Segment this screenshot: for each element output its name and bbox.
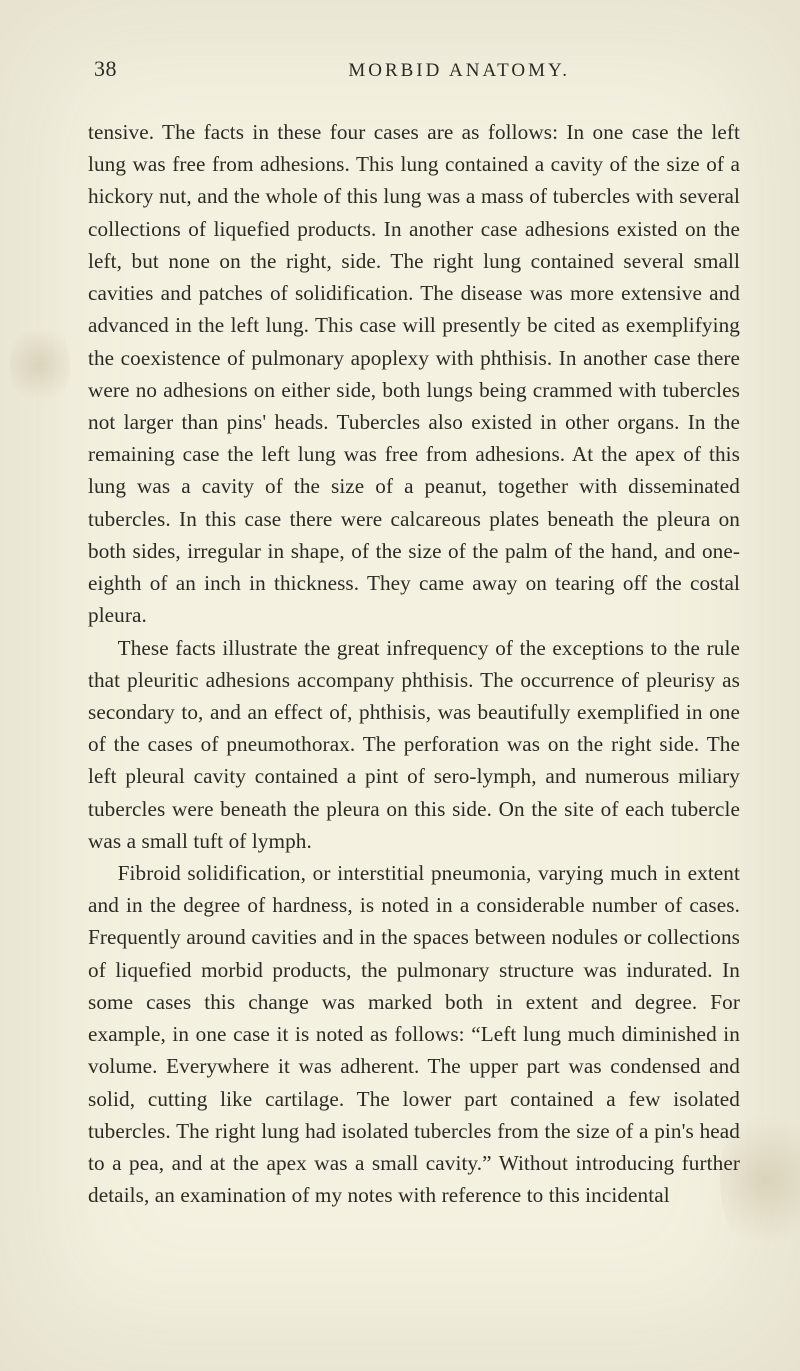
- running-head: MORBID ANATOMY.: [348, 60, 570, 82]
- page-header: 38 MORBID ANATOMY.: [88, 56, 740, 82]
- paper-stain: [10, 320, 70, 410]
- paragraph: Fibroid solidification, or interstitial …: [88, 857, 740, 1211]
- paragraph: These facts illustrate the great infrequ…: [88, 632, 740, 858]
- page-content: 38 MORBID ANATOMY. tensive. The facts in…: [88, 56, 740, 1211]
- paragraph: tensive. The facts in these four cases a…: [88, 116, 740, 632]
- page-number: 38: [94, 56, 117, 82]
- body-text: tensive. The facts in these four cases a…: [88, 116, 740, 1211]
